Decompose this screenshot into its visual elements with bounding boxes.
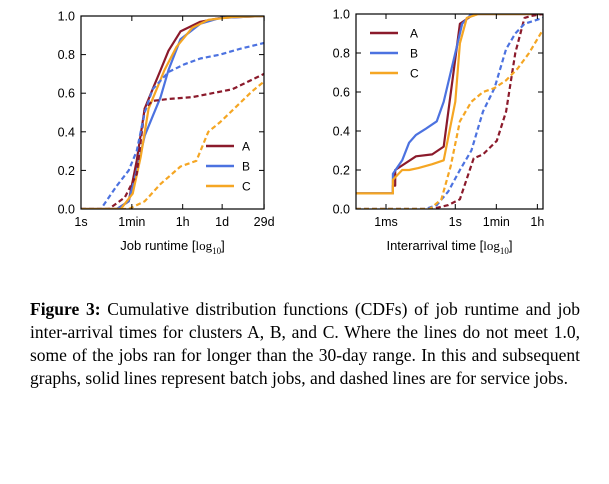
chart-panel-2: 0.0 0.2 0.4 0.6 0.8 1.0 1ms 1s 1min 1h Interarriva…: [333, 8, 545, 257]
legend-label-a: A: [242, 140, 250, 154]
plot-frame: [355, 13, 544, 210]
x-tick-label: 1s: [449, 215, 462, 229]
x-tick-label: 1min: [483, 215, 510, 229]
series-line-b-dashed: [81, 41, 264, 209]
y-tick-label: 0.8: [58, 48, 75, 62]
figure-charts: 0.0 0.2 0.4 0.6 0.8 1.0 1s 1min 1h 1d 29d Job runti…: [58, 8, 545, 257]
x-tick-label: 1min: [118, 215, 145, 229]
caption-label: Figure 3:: [30, 299, 101, 319]
x-axis-label: Interarrival time [log10]: [386, 238, 512, 256]
x-tick-label: 1h: [530, 215, 544, 229]
x-tick-label: 1s: [74, 215, 87, 229]
legend-label-a: A: [410, 27, 418, 41]
chart-panel-1: 0.0 0.2 0.4 0.6 0.8 1.0 1s 1min 1h 1d 29d Job runti…: [58, 10, 275, 257]
y-tick-label: 0.4: [333, 125, 350, 139]
series-line-b-solid: [356, 14, 543, 195]
y-tick-label: 0.4: [58, 125, 75, 139]
legend: ABC: [370, 27, 419, 81]
x-tick-label: 1ms: [374, 215, 398, 229]
x-tick-label: 29d: [254, 215, 275, 229]
series-line-a-dashed: [356, 14, 543, 209]
legend-label-c: C: [410, 67, 419, 81]
y-tick-label: 1.0: [58, 10, 75, 24]
legend-label-c: C: [242, 180, 251, 194]
x-tick-label: 1d: [215, 215, 229, 229]
series-line-a-dashed: [81, 72, 264, 209]
series-line-c-solid: [356, 14, 543, 195]
series-group: [356, 14, 543, 209]
series-line-c-dashed: [81, 80, 264, 209]
y-tick-label: 0.6: [58, 87, 75, 101]
y-tick-label: 0.0: [333, 203, 350, 217]
series-line-c-dashed: [356, 29, 543, 209]
y-tick-label: 0.2: [333, 164, 350, 178]
plot-frame: [80, 15, 265, 210]
y-tick-label: 1.0: [333, 8, 350, 22]
y-tick-label: 0.0: [58, 203, 75, 217]
y-tick-label: 0.8: [333, 47, 350, 61]
legend-label-b: B: [410, 47, 418, 61]
x-axis-label: Job runtime [log10]: [120, 238, 224, 256]
y-tick-label: 0.6: [333, 86, 350, 100]
series-group: [81, 16, 264, 209]
x-tick-label: 1h: [176, 215, 190, 229]
legend: ABC: [206, 140, 251, 194]
series-line-b-dashed: [356, 16, 543, 209]
figure-caption: Figure 3: Cumulative distribution functi…: [30, 298, 580, 390]
y-tick-label: 0.2: [58, 164, 75, 178]
caption-text: Cumulative distribution functions (CDFs)…: [30, 299, 580, 388]
series-line-a-solid: [81, 16, 264, 209]
legend-label-b: B: [242, 160, 250, 174]
